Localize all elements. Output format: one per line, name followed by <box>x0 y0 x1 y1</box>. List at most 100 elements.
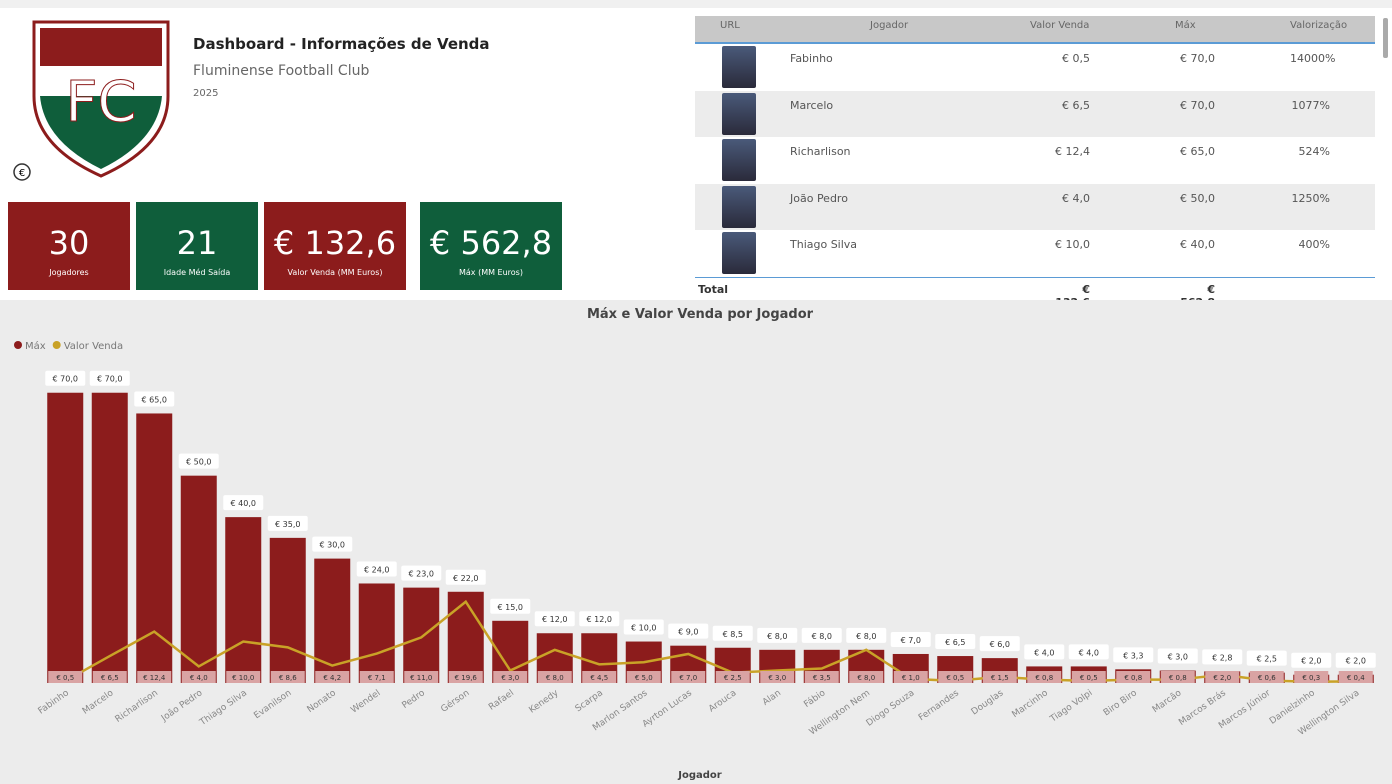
table-cell: € 12,4 <box>1055 145 1090 158</box>
data-label: € 6,5 <box>945 638 965 647</box>
table-cell: € 65,0 <box>1180 145 1215 158</box>
data-label-bg <box>448 671 483 683</box>
data-label-bg <box>181 671 216 683</box>
kpi-value: € 562,8 <box>429 224 553 262</box>
table-cell: 400% <box>1298 238 1330 251</box>
data-label: € 22,0 <box>453 574 478 583</box>
data-label-bg <box>1249 671 1284 683</box>
data-label-bg <box>893 671 928 683</box>
data-label: € 0,8 <box>1169 674 1187 682</box>
data-label-bg <box>48 671 83 683</box>
data-label-bg <box>979 636 1020 652</box>
data-label: € 19,6 <box>455 674 478 682</box>
bar <box>447 591 484 683</box>
bar <box>47 392 84 683</box>
data-label-bg <box>1338 671 1373 683</box>
table-header <box>695 16 1375 44</box>
data-label: € 0,5 <box>1080 674 1098 682</box>
data-label-bg <box>938 671 973 683</box>
column-header: Jogador <box>870 20 909 31</box>
svg-text:€: € <box>19 168 25 179</box>
data-label: € 7,1 <box>368 674 386 682</box>
data-label-bg <box>626 671 661 683</box>
data-label-bg <box>401 565 442 581</box>
x-tick-label: Ayrton Lucas <box>641 688 694 730</box>
dashboard-title: Dashboard - Informações de Venda <box>193 35 490 53</box>
data-label-bg <box>846 627 887 643</box>
data-label: € 3,0 <box>1168 653 1188 662</box>
kpi-label: Máx (MM Euros) <box>459 268 523 277</box>
table-cell: 1077% <box>1291 98 1330 112</box>
data-label: € 5,0 <box>635 674 653 682</box>
data-label: € 8,0 <box>857 674 875 682</box>
data-label-bg <box>134 391 175 407</box>
data-label-bg <box>315 671 350 683</box>
data-label: € 11,0 <box>410 674 432 682</box>
data-label: € 12,0 <box>542 615 567 624</box>
data-label-bg <box>804 671 839 683</box>
bar <box>225 517 262 683</box>
data-label-bg <box>270 671 305 683</box>
year: 2025 <box>193 88 219 99</box>
data-label: € 4,0 <box>190 674 208 682</box>
total-divider <box>695 277 1375 278</box>
table-cell: Thiago Silva <box>790 238 858 251</box>
table-cell: Marcelo <box>790 98 834 112</box>
data-label: € 8,0 <box>856 632 876 641</box>
kpi-value: 30 <box>48 224 90 262</box>
x-tick-label: Marcinho <box>1011 688 1051 720</box>
data-label-bg <box>760 671 795 683</box>
legend-marker <box>52 341 61 349</box>
data-label-bg <box>1205 671 1240 683</box>
x-tick-label: Tiago Volpi <box>1048 688 1095 725</box>
data-label-bg <box>1024 644 1065 660</box>
table-cell: € 10,0 <box>1055 238 1090 251</box>
svg-text:FC: FC <box>65 70 136 135</box>
data-label: € 6,0 <box>990 640 1010 649</box>
kpi-label: Valor Venda (MM Euros) <box>287 268 383 277</box>
data-label: € 2,0 <box>1213 674 1231 682</box>
x-tick-label: Fabinho <box>37 688 72 717</box>
bar <box>403 587 440 683</box>
x-axis-title: Jogador <box>677 770 722 781</box>
data-label-bg <box>890 631 931 647</box>
x-tick-label: Marcelo <box>81 688 116 717</box>
data-label: € 0,6 <box>1258 674 1276 682</box>
data-label: € 4,5 <box>590 674 608 682</box>
data-label: € 4,2 <box>323 674 341 682</box>
data-label-bg <box>1291 652 1332 668</box>
data-label: € 0,8 <box>1035 674 1053 682</box>
data-label-bg <box>267 515 308 531</box>
data-label-bg <box>1157 648 1198 664</box>
data-label: € 1,0 <box>902 674 920 682</box>
data-label: € 9,0 <box>678 628 698 637</box>
data-label-bg <box>537 671 572 683</box>
x-tick-label: Fábio <box>802 688 827 710</box>
scrollbar <box>1383 18 1388 58</box>
data-label: € 23,0 <box>409 570 434 579</box>
data-label-bg <box>493 671 528 683</box>
x-tick-label: Wendel <box>349 688 382 715</box>
data-label-bg <box>356 561 397 577</box>
player-photo <box>722 139 756 181</box>
data-label: € 6,5 <box>101 674 119 682</box>
data-label: € 1,5 <box>991 674 1009 682</box>
data-label: € 2,8 <box>1212 653 1232 662</box>
kpi-card: € 132,6 Valor Venda (MM Euros) <box>264 202 406 290</box>
kpi-value: 21 <box>176 224 218 262</box>
table-row: Fabinho € 0,5 € 70,0 14000% <box>695 44 1375 90</box>
data-label: € 8,6 <box>279 674 297 682</box>
data-label-bg <box>1027 671 1062 683</box>
data-label: € 2,0 <box>1346 657 1366 666</box>
data-label-bg <box>404 671 439 683</box>
x-tick-label: Kenedy <box>527 688 561 716</box>
x-tick-label: Scarpa <box>574 688 605 714</box>
data-label-bg <box>1335 652 1376 668</box>
data-label: € 2,0 <box>1301 657 1321 666</box>
data-label: € 0,3 <box>1302 674 1320 682</box>
data-label: € 4,0 <box>1079 648 1099 657</box>
data-label-bg <box>849 671 884 683</box>
data-label-bg <box>1116 671 1151 683</box>
x-tick-label: Fernandes <box>917 688 961 723</box>
data-label: € 40,0 <box>231 499 256 508</box>
